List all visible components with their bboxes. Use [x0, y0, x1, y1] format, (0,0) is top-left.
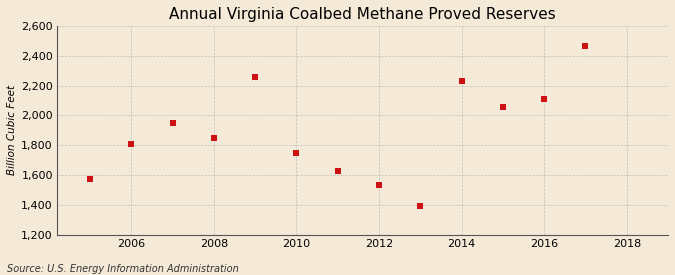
Point [209, 136, 219, 141]
Point [580, 44, 591, 48]
Point [84, 177, 95, 182]
Text: Source: U.S. Energy Information Administration: Source: U.S. Energy Information Administ… [7, 264, 238, 274]
Point [415, 204, 426, 208]
Point [332, 169, 343, 174]
Point [291, 150, 302, 155]
Point [167, 121, 178, 125]
Y-axis label: Billion Cubic Feet: Billion Cubic Feet [7, 85, 17, 175]
Point [456, 79, 467, 83]
Point [250, 75, 261, 79]
Point [539, 97, 549, 101]
Point [374, 183, 385, 188]
Point [126, 142, 137, 147]
Title: Annual Virginia Coalbed Methane Proved Reserves: Annual Virginia Coalbed Methane Proved R… [169, 7, 556, 22]
Point [497, 105, 508, 109]
